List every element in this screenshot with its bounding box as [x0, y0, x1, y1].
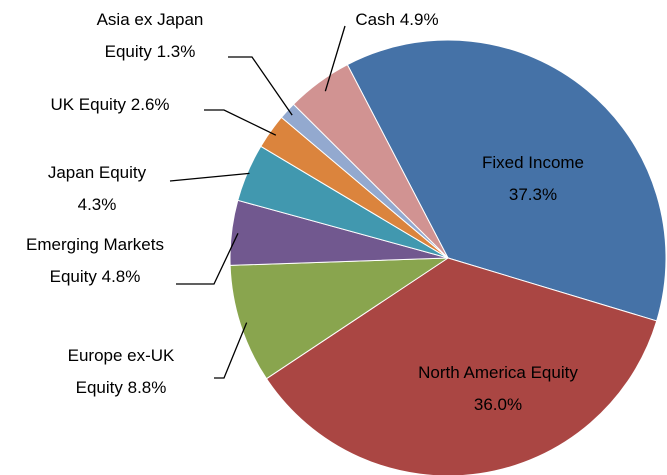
category-label: Cash — [355, 10, 396, 29]
slice-label: Asia ex Japan Equity 1.3% — [80, 4, 220, 68]
category-label: North America Equity — [418, 363, 578, 382]
category-label: Japan Equity — [47, 163, 147, 182]
leader-line — [204, 109, 277, 136]
leader-line — [176, 233, 239, 285]
slice-label: Fixed Income 37.3% — [463, 147, 603, 211]
value-label: 4.3% — [77, 195, 117, 214]
category-label: Asia ex Japan Equity — [96, 10, 204, 61]
category-label: Europe ex-UK Equity — [67, 346, 175, 397]
leader-line — [169, 172, 250, 182]
pie-slice — [292, 63, 449, 259]
value-label: 8.8% — [127, 378, 167, 397]
slice-label: Emerging Markets Equity 4.8% — [25, 229, 165, 293]
slice-label: Cash 4.9% — [332, 4, 462, 36]
leader-line — [214, 322, 248, 379]
category-label: Fixed Income — [481, 153, 585, 172]
slice-label: North America Equity 36.0% — [413, 357, 583, 421]
category-label: UK Equity — [50, 95, 127, 114]
pie-slice — [346, 39, 667, 322]
slice-label: Japan Equity 4.3% — [32, 157, 162, 221]
pie-slice — [229, 257, 450, 380]
leader-line — [324, 25, 346, 92]
value-label: 4.8% — [101, 267, 141, 286]
category-label: Emerging Markets Equity — [26, 235, 164, 286]
pie-slice — [265, 257, 658, 475]
slice-label: UK Equity 2.6% — [10, 89, 210, 121]
value-label: 2.6% — [130, 95, 170, 114]
value-label: 37.3% — [508, 185, 558, 204]
value-label: 1.3% — [156, 42, 196, 61]
leader-line — [228, 56, 293, 116]
value-label: 4.9% — [399, 10, 439, 29]
value-label: 36.0% — [473, 395, 523, 414]
slice-label: Europe ex-UK Equity 8.8% — [46, 340, 196, 404]
